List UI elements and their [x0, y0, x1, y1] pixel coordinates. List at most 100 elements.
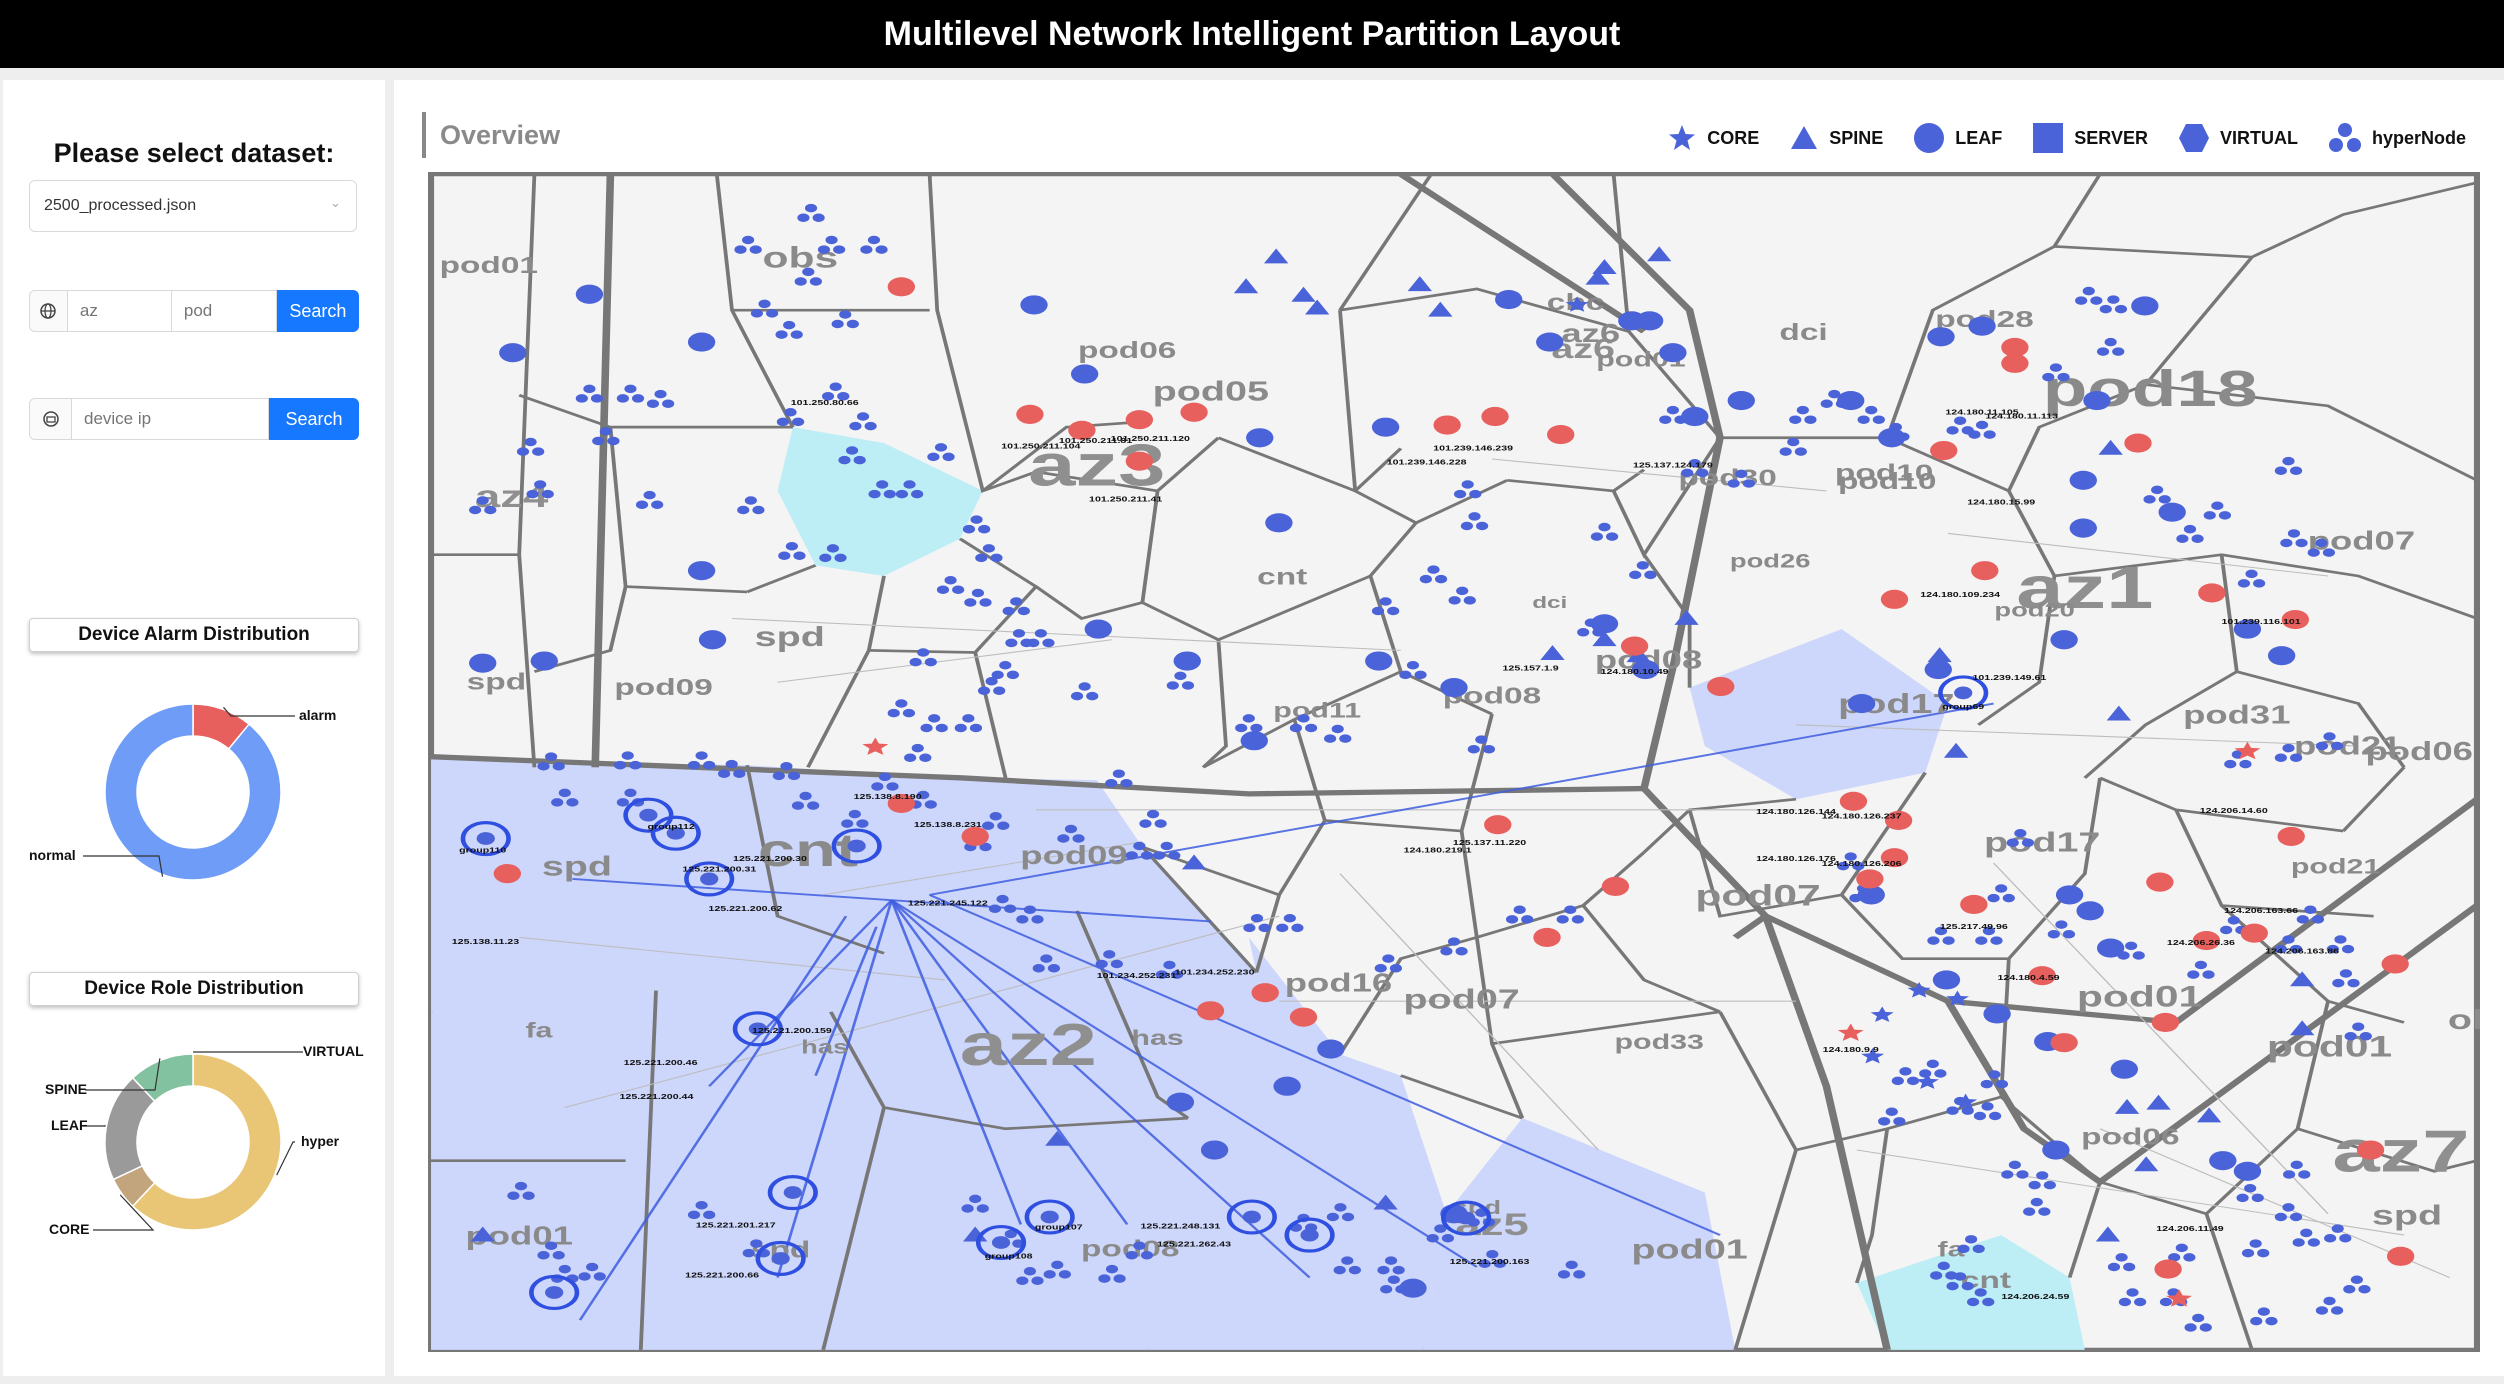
hypernode-dot [2151, 485, 2164, 495]
spine-icon [1592, 259, 1617, 275]
hypernode-dot [1975, 936, 1988, 945]
hypernode-dot [1002, 606, 1015, 616]
leaf-icon [1631, 659, 1660, 680]
hypernode-dot [875, 245, 888, 254]
hypernode-icon [526, 480, 554, 499]
hypernode-dot [2347, 978, 2360, 988]
hypernode-dot [516, 447, 530, 456]
highlight-cell [431, 847, 1257, 1350]
highlight-link [776, 900, 893, 1278]
leaf-icon [2055, 885, 2084, 905]
device-ip-label: 125.221.200.62 [708, 904, 782, 912]
spine-icon [2134, 1156, 2159, 1172]
hypernode-dot [1032, 963, 1045, 973]
dataset-select[interactable]: 2500_processed.json ⌄ [29, 180, 357, 232]
device-ip-label: 124.180.126.176 [1756, 854, 1836, 862]
hypernode-dot [1965, 1235, 1978, 1244]
hypernode-dot [2251, 1193, 2264, 1203]
network-partition-map[interactable]: az4az3az6az1az2az7az5pod01obspod06pod05c… [428, 172, 2480, 1352]
hypernode-dot [1486, 1249, 1499, 1259]
hypernode-dot [1112, 769, 1125, 778]
hypernode-dot [1461, 480, 1474, 489]
hypernode-dot [1787, 437, 1800, 447]
hypernode-dot [616, 798, 629, 807]
hypernode-dot [868, 489, 881, 499]
hypernode-dot [590, 394, 604, 403]
hypernode-dot [817, 245, 831, 254]
az-label: az2 [960, 1011, 1097, 1077]
hypernode-dot [841, 819, 854, 828]
pod-label: pod20 [1994, 600, 2075, 621]
device-ip-label: 124.180.15.99 [1967, 498, 2035, 506]
cell-border [821, 1107, 886, 1351]
alarm-node-icon [2124, 433, 2152, 453]
hypernode-dot [2311, 915, 2325, 924]
hypernode-icon [778, 541, 806, 561]
hypernode-dot [812, 213, 825, 222]
hypernode-dot [2199, 1323, 2212, 1332]
hypernode-dot [920, 723, 933, 733]
hypernode-dot [2202, 970, 2215, 979]
hypernode-dot [821, 392, 835, 401]
alarm-node-icon [1707, 676, 1735, 697]
hypernode-dot [1556, 915, 1569, 924]
donut-label-hyper: hyper [301, 1133, 340, 1149]
core-icon [1945, 990, 1969, 1006]
az-input[interactable] [66, 290, 171, 332]
hypernode-dot [1043, 1270, 1056, 1279]
group-ring [767, 1174, 818, 1211]
group-ring [529, 1274, 580, 1311]
hypernode-dot [924, 800, 937, 809]
leaf-icon [687, 561, 716, 581]
hypernode-dot [2115, 1253, 2128, 1262]
pod-input[interactable] [170, 290, 277, 332]
control-panel: Please select dataset: 2500_processed.js… [3, 80, 385, 1376]
alarm-node-icon [1481, 406, 1509, 427]
hypernode-dot [975, 553, 988, 563]
hypernode-dot [1878, 1117, 1891, 1126]
spine-icon [470, 1226, 495, 1242]
spine-icon [1373, 1194, 1398, 1210]
hypernode-dot [778, 551, 791, 561]
hypernode-dot [917, 790, 930, 800]
cell-border [1338, 830, 1479, 1055]
alarm-node-icon [1880, 848, 1909, 868]
hypernode-icon [1032, 954, 1061, 973]
highlight-cell [1689, 629, 1948, 800]
pod-label: dci [1532, 593, 1567, 612]
hypernode-dot [1010, 597, 1023, 606]
spine-icon [1540, 645, 1565, 660]
az-pod-search-button[interactable]: Search [276, 290, 359, 332]
device-ip-label: 124.206.14.60 [2200, 807, 2268, 815]
hypernode-icon [1243, 914, 1271, 933]
leaf-icon [1847, 693, 1876, 714]
pod-label: spd [467, 669, 526, 695]
pod-label: spd [2372, 1200, 2442, 1231]
device-ip-input[interactable] [71, 398, 269, 440]
device-ip-label: 125.221.200.31 [682, 865, 756, 873]
spine-icon [2290, 1020, 2315, 1036]
hypernode-dot [1242, 714, 1255, 723]
hypernode-dot [1387, 606, 1400, 616]
hypernode-icon [1957, 1235, 1985, 1254]
hypernode-icon [1070, 682, 1099, 701]
hypernode-icon [2042, 363, 2070, 382]
hypernode-dot [1577, 628, 1590, 637]
hypernode-dot [1154, 819, 1167, 828]
hypernode-dot [749, 245, 762, 254]
leaf-icon [1495, 290, 1523, 310]
hypernode-dot [1967, 1297, 1980, 1307]
hypernode-dot [1276, 923, 1289, 933]
hypernode-dot [2332, 978, 2345, 988]
hypernode-dot [742, 235, 755, 245]
device-ip-label: 101.250.80.66 [791, 398, 859, 406]
hypernode-icon [2237, 569, 2266, 588]
hypernode-dot [2334, 935, 2347, 944]
leaf-icon [2233, 1161, 2262, 1181]
hypernode-dot [1926, 1059, 1939, 1069]
hypernode-dot [1324, 734, 1337, 743]
device-ip-search-button[interactable]: Search [269, 398, 359, 440]
cell-border [517, 554, 537, 768]
hypernode-dot [2218, 511, 2232, 520]
hypernode-dot [1243, 923, 1256, 933]
